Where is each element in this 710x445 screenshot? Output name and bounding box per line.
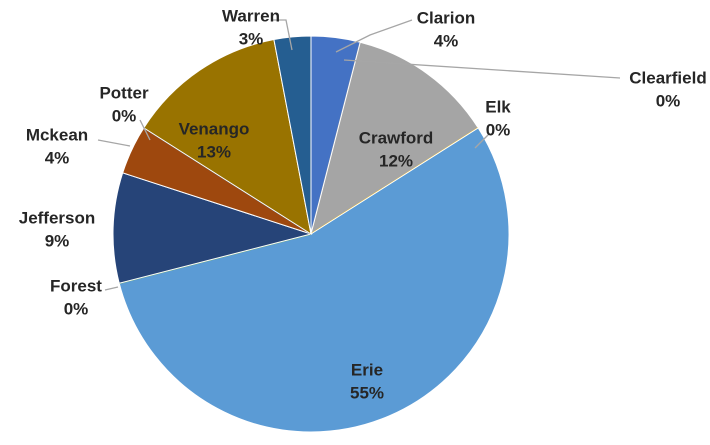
slice-value-label: 12% bbox=[379, 151, 413, 170]
pie-slice bbox=[112, 172, 313, 284]
leader-line bbox=[335, 19, 413, 53]
leader-line bbox=[104, 286, 119, 291]
slice-label: Clarion bbox=[417, 8, 476, 27]
slice-label: Forest bbox=[50, 276, 102, 295]
slice-label: Jefferson bbox=[19, 208, 96, 227]
leader-line bbox=[474, 132, 491, 149]
slice-value-label: 13% bbox=[197, 142, 231, 161]
slice-value-label: 9% bbox=[45, 231, 70, 250]
slice-label: Venango bbox=[179, 119, 250, 138]
slice-value-label: 0% bbox=[486, 120, 511, 139]
slice-value-label: 3% bbox=[239, 29, 264, 48]
pie-slice bbox=[143, 38, 312, 236]
slice-value-label: 0% bbox=[656, 91, 681, 110]
slice-label: Potter bbox=[99, 83, 149, 102]
slice-label: Elk bbox=[485, 97, 511, 116]
slice-label: Warren bbox=[222, 6, 280, 25]
leader-line bbox=[97, 139, 131, 147]
slice-value-label: 0% bbox=[64, 299, 89, 318]
slice-value-label: 55% bbox=[350, 383, 384, 402]
pie-slice bbox=[118, 127, 510, 433]
slice-value-label: 0% bbox=[112, 106, 137, 125]
pie-slice bbox=[273, 35, 312, 235]
slice-label: Clearfield bbox=[629, 68, 706, 87]
leader-line bbox=[139, 119, 151, 141]
leader-line bbox=[343, 59, 621, 79]
slice-value-label: 4% bbox=[434, 31, 459, 50]
slice-value-label: 4% bbox=[45, 148, 70, 167]
leader-line bbox=[273, 19, 293, 51]
pie-slice bbox=[310, 41, 479, 236]
slice-label: Mckean bbox=[26, 125, 88, 144]
slice-label: Crawford bbox=[359, 128, 434, 147]
slice-label: Erie bbox=[351, 360, 383, 379]
